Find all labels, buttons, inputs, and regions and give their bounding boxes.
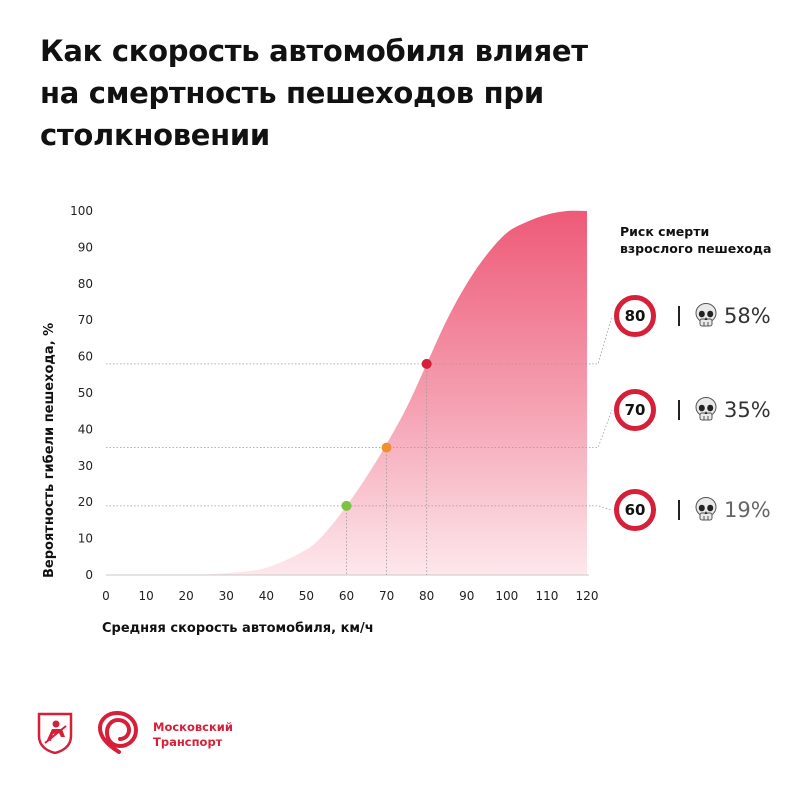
skull-icon bbox=[695, 497, 717, 521]
y-tick-label: 90 bbox=[78, 240, 93, 254]
risk-percent: 19% bbox=[724, 498, 771, 522]
risk-percent: 58% bbox=[724, 304, 771, 328]
y-tick-label: 70 bbox=[78, 313, 93, 327]
y-axis-title: Вероятность гибели пешехода, % bbox=[42, 323, 57, 578]
x-tick-label: 90 bbox=[459, 589, 474, 603]
speed-limit-value: 70 bbox=[624, 401, 646, 419]
separator-bar bbox=[678, 306, 680, 326]
fatality-area bbox=[106, 210, 587, 576]
x-tick-label: 20 bbox=[179, 589, 194, 603]
y-tick-label: 80 bbox=[78, 277, 93, 291]
x-tick-label: 80 bbox=[419, 589, 434, 603]
connector-line bbox=[592, 505, 613, 511]
connector-line bbox=[592, 409, 613, 448]
skull-icon bbox=[695, 303, 717, 327]
connector-line bbox=[592, 315, 613, 365]
x-tick-label: 120 bbox=[576, 589, 599, 603]
x-tick-label: 60 bbox=[339, 589, 354, 603]
speed-limit-value: 60 bbox=[624, 501, 646, 519]
x-tick-label: 100 bbox=[495, 589, 518, 603]
title-line-2: на смертность пешеходов при столкновении bbox=[40, 76, 544, 152]
title-line-1: Как скорость автомобиля влияет bbox=[40, 34, 588, 68]
y-tick-label: 30 bbox=[78, 459, 93, 473]
y-tick-label: 0 bbox=[85, 568, 93, 582]
risk-row-80: 80 58% bbox=[614, 294, 771, 338]
x-tick-label: 70 bbox=[379, 589, 394, 603]
y-tick-label: 40 bbox=[78, 422, 93, 436]
speed-limit-sign: 60 bbox=[614, 489, 656, 531]
speed-limit-value: 80 bbox=[624, 307, 646, 325]
highlight-point bbox=[381, 442, 392, 453]
moscow-crest-icon bbox=[37, 712, 73, 754]
highlight-point bbox=[341, 500, 352, 511]
moscow-transport-logo-icon bbox=[97, 710, 139, 754]
risk-title-line-1: Риск смерти bbox=[620, 224, 710, 239]
page-title: Как скорость автомобиля влияет на смертн… bbox=[40, 30, 780, 156]
x-tick-label: 110 bbox=[535, 589, 558, 603]
x-tick-label: 30 bbox=[219, 589, 234, 603]
x-tick-label: 50 bbox=[299, 589, 314, 603]
x-axis-title: Средняя скорость автомобиля, км/ч bbox=[102, 621, 374, 636]
y-tick-label: 10 bbox=[78, 532, 93, 546]
highlight-point bbox=[421, 358, 432, 369]
risk-percent: 35% bbox=[724, 398, 771, 422]
x-tick-label: 0 bbox=[102, 589, 110, 603]
brand-name: Московский Транспорт bbox=[153, 720, 293, 750]
y-tick-label: 50 bbox=[78, 386, 93, 400]
y-tick-label: 60 bbox=[78, 350, 93, 364]
risk-title-line-2: взрослого пешехода bbox=[620, 241, 772, 256]
risk-panel-title: Риск смерти взрослого пешехода bbox=[620, 223, 795, 257]
brand-line-1: Московский bbox=[153, 720, 233, 734]
speed-limit-sign: 70 bbox=[614, 389, 656, 431]
y-tick-label: 20 bbox=[78, 495, 93, 509]
separator-bar bbox=[678, 500, 680, 520]
y-tick-label: 100 bbox=[70, 204, 93, 218]
speed-limit-sign: 80 bbox=[614, 295, 656, 337]
brand-line-2: Транспорт bbox=[153, 735, 223, 749]
risk-row-70: 70 35% bbox=[614, 388, 771, 432]
risk-row-60: 60 19% bbox=[614, 488, 771, 532]
x-tick-label: 40 bbox=[259, 589, 274, 603]
separator-bar bbox=[678, 400, 680, 420]
x-tick-label: 10 bbox=[138, 589, 153, 603]
skull-icon bbox=[695, 397, 717, 421]
